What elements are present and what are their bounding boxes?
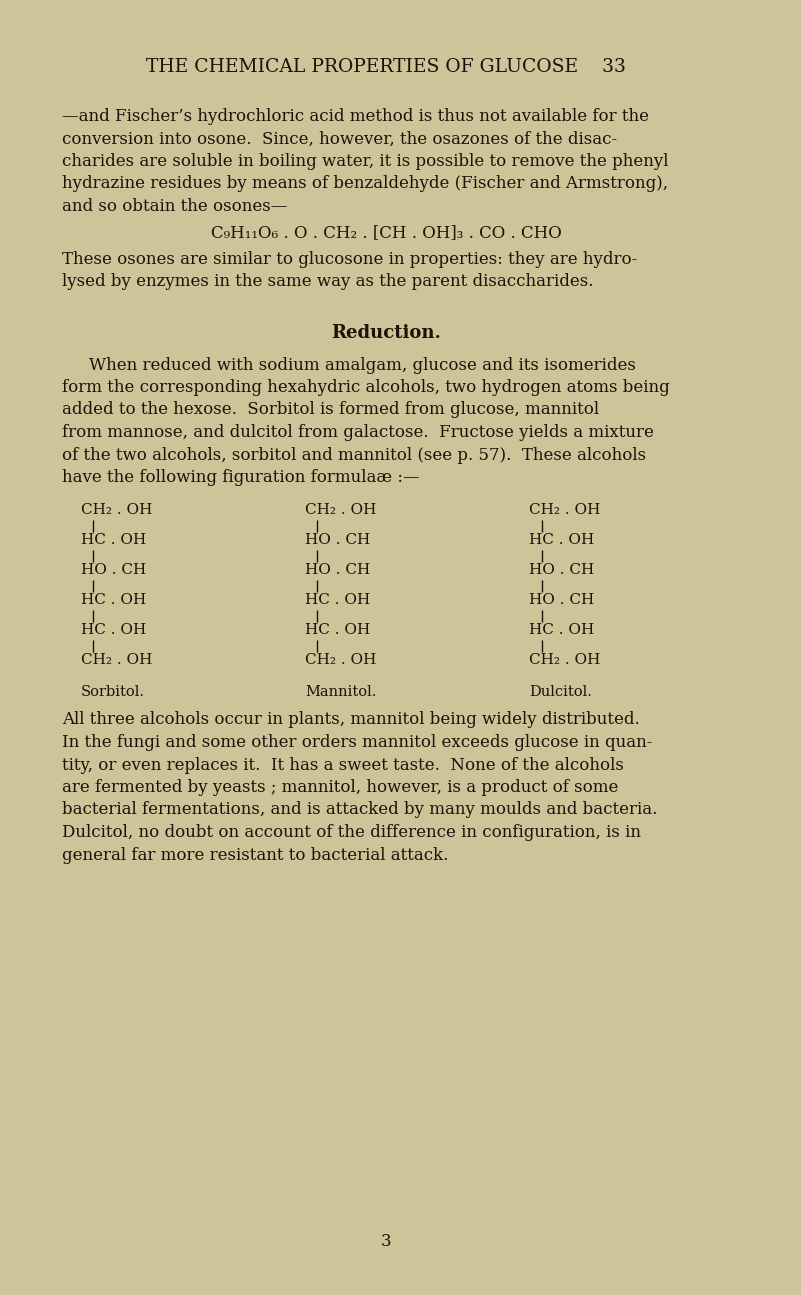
Text: HO . CH: HO . CH	[81, 563, 147, 578]
Text: charides are soluble in boiling water, it is possible to remove the phenyl: charides are soluble in boiling water, i…	[62, 153, 669, 170]
Text: are fermented by yeasts ; mannitol, however, is a product of some: are fermented by yeasts ; mannitol, howe…	[62, 780, 618, 796]
Text: HO . CH: HO . CH	[529, 593, 594, 607]
Text: HC . OH: HC . OH	[529, 534, 594, 548]
Text: HC . OH: HC . OH	[81, 623, 147, 637]
Text: CH₂ . OH: CH₂ . OH	[529, 654, 601, 667]
Text: HC . OH: HC . OH	[305, 593, 370, 607]
Text: Sorbitol.: Sorbitol.	[81, 685, 145, 699]
Text: CH₂ . OH: CH₂ . OH	[81, 504, 152, 518]
Text: When reduced with sodium amalgam, glucose and its isomerides: When reduced with sodium amalgam, glucos…	[89, 356, 635, 373]
Text: general far more resistant to bacterial attack.: general far more resistant to bacterial …	[62, 847, 449, 864]
Text: Dulcitol, no doubt on account of the difference in configuration, is in: Dulcitol, no doubt on account of the dif…	[62, 824, 641, 840]
Text: C₉H₁₁O₆ . O . CH₂ . [CH . OH]₃ . CO . CHO: C₉H₁₁O₆ . O . CH₂ . [CH . OH]₃ . CO . CH…	[211, 224, 562, 241]
Text: CH₂ . OH: CH₂ . OH	[81, 654, 152, 667]
Text: form the corresponding hexahydric alcohols, two hydrogen atoms being: form the corresponding hexahydric alcoho…	[62, 379, 670, 396]
Text: tity, or even replaces it.  It has a sweet taste.  None of the alcohols: tity, or even replaces it. It has a swee…	[62, 756, 624, 773]
Text: Mannitol.: Mannitol.	[305, 685, 376, 699]
Text: THE CHEMICAL PROPERTIES OF GLUCOSE    33: THE CHEMICAL PROPERTIES OF GLUCOSE 33	[146, 58, 626, 76]
Text: lysed by enzymes in the same way as the parent disaccharides.: lysed by enzymes in the same way as the …	[62, 273, 594, 290]
Text: Dulcitol.: Dulcitol.	[529, 685, 592, 699]
Text: HO . CH: HO . CH	[305, 563, 370, 578]
Text: added to the hexose.  Sorbitol is formed from glucose, mannitol: added to the hexose. Sorbitol is formed …	[62, 401, 599, 418]
Text: —and Fischer’s hydrochloric acid method is thus not available for the: —and Fischer’s hydrochloric acid method …	[62, 107, 649, 126]
Text: In the fungi and some other orders mannitol exceeds glucose in quan-: In the fungi and some other orders manni…	[62, 734, 652, 751]
Text: 3: 3	[380, 1233, 392, 1250]
Text: and so obtain the osones—: and so obtain the osones—	[62, 198, 288, 215]
Text: conversion into osone.  Since, however, the osazones of the disac-: conversion into osone. Since, however, t…	[62, 131, 617, 148]
Text: HC . OH: HC . OH	[81, 534, 147, 548]
Text: have the following figuration formulaæ :—: have the following figuration formulaæ :…	[62, 469, 420, 486]
Text: of the two alcohols, sorbitol and mannitol (see p. 57).  These alcohols: of the two alcohols, sorbitol and mannit…	[62, 447, 646, 464]
Text: Reduction.: Reduction.	[331, 324, 441, 342]
Text: from mannose, and dulcitol from galactose.  Fructose yields a mixture: from mannose, and dulcitol from galactos…	[62, 423, 654, 442]
Text: CH₂ . OH: CH₂ . OH	[305, 504, 376, 518]
Text: HC . OH: HC . OH	[81, 593, 147, 607]
Text: CH₂ . OH: CH₂ . OH	[529, 504, 601, 518]
Text: HO . CH: HO . CH	[305, 534, 370, 548]
Text: CH₂ . OH: CH₂ . OH	[305, 654, 376, 667]
Text: bacterial fermentations, and is attacked by many moulds and bacteria.: bacterial fermentations, and is attacked…	[62, 802, 658, 818]
Text: HO . CH: HO . CH	[529, 563, 594, 578]
Text: HC . OH: HC . OH	[529, 623, 594, 637]
Text: These osones are similar to glucosone in properties: they are hydro-: These osones are similar to glucosone in…	[62, 251, 638, 268]
Text: All three alcohols occur in plants, mannitol being widely distributed.: All three alcohols occur in plants, mann…	[62, 711, 640, 729]
Text: HC . OH: HC . OH	[305, 623, 370, 637]
Text: hydrazine residues by means of benzaldehyde (Fischer and Armstrong),: hydrazine residues by means of benzaldeh…	[62, 176, 668, 193]
